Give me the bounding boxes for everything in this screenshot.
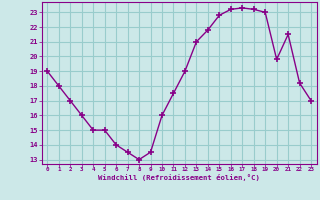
- X-axis label: Windchill (Refroidissement éolien,°C): Windchill (Refroidissement éolien,°C): [98, 174, 260, 181]
